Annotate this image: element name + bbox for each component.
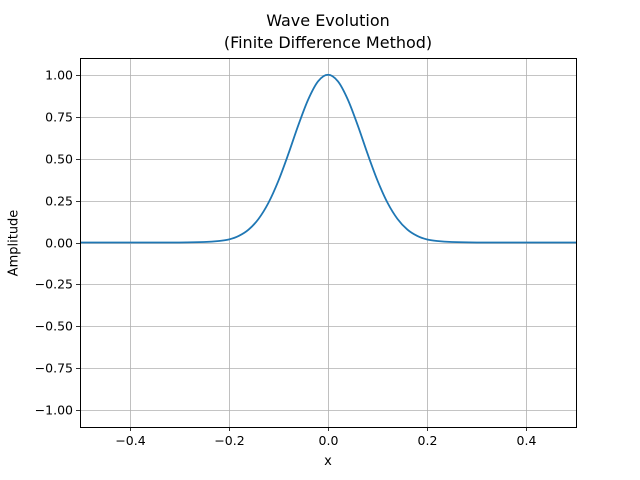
series-layer [80,73,576,244]
y-tick-label: 0.00 [45,236,73,251]
x-tick-label: 0.4 [517,433,537,448]
chart-subtitle: (Finite Difference Method) [223,33,433,52]
x-tick-label: 0.0 [319,433,339,448]
series-line [80,73,576,244]
y-tick-label: −0.50 [35,319,73,334]
x-tick-label: −0.4 [115,433,145,448]
y-tick-label: 0.75 [45,110,73,125]
y-tick-label: 1.00 [45,68,73,83]
x-tick-label: 0.2 [418,433,438,448]
y-tick-label: −1.00 [35,403,73,418]
y-tick-label: 0.25 [45,194,73,209]
y-axis-ticks: −1.00 −0.75 −0.50 −0.25 0.00 0.25 0.50 0.75 1.00 [35,68,80,418]
chart-title: Wave Evolution [266,11,390,30]
y-tick-label: −0.75 [35,361,73,376]
x-axis-ticks: −0.4 −0.2 0.0 0.2 0.4 [115,427,536,448]
y-axis-label: Amplitude [6,209,22,277]
grid [80,58,576,427]
x-axis-label: x [324,454,332,469]
y-tick-label: −0.25 [35,277,73,292]
x-tick-label: −0.2 [214,433,244,448]
y-tick-label: 0.50 [45,152,73,167]
